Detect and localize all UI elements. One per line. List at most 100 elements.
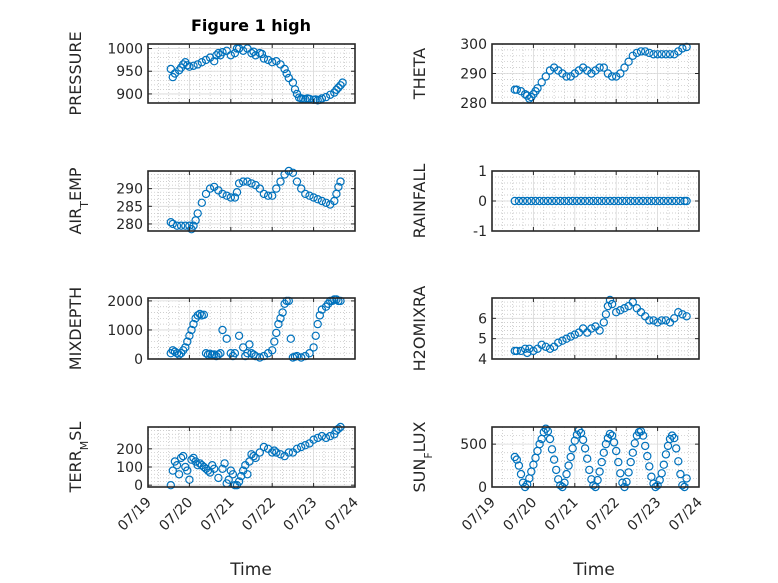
data-point <box>166 217 175 227</box>
data-point <box>547 445 557 454</box>
y-tick-label: 4 <box>478 352 487 368</box>
data-point <box>218 325 227 335</box>
data-point <box>624 57 633 66</box>
data-point <box>288 168 298 177</box>
data-point <box>336 81 345 90</box>
y-tick-label: 2000 <box>107 294 143 310</box>
data-point <box>607 299 617 309</box>
axes-box <box>147 297 356 360</box>
y-tick-label: 100 <box>116 460 143 476</box>
y-tick-label: 1000 <box>107 323 143 339</box>
data-point <box>585 465 594 475</box>
data-point <box>305 191 314 200</box>
data-point <box>278 308 287 317</box>
data-point <box>199 310 209 319</box>
data-point <box>599 318 609 327</box>
data-point <box>317 94 327 103</box>
data-point <box>234 477 244 486</box>
data-point <box>272 328 281 338</box>
data-point <box>560 196 569 206</box>
data-point <box>614 457 623 467</box>
data-point <box>514 196 524 206</box>
data-point <box>255 448 264 457</box>
data-point <box>276 60 285 69</box>
data-point <box>268 448 277 457</box>
data-point <box>220 459 229 468</box>
data-point <box>297 442 306 452</box>
y-tick-label: 500 <box>460 437 487 453</box>
figure-title: Figure 1 high <box>191 16 311 35</box>
data-point <box>612 308 621 317</box>
data-point <box>193 311 202 320</box>
data-point <box>181 221 190 230</box>
data-point <box>297 353 306 362</box>
data-point <box>601 196 611 206</box>
data-point <box>178 451 188 461</box>
data-point <box>309 193 318 202</box>
data-point <box>552 196 561 206</box>
data-point <box>263 55 273 65</box>
data-point <box>572 196 582 206</box>
data-point <box>564 196 573 206</box>
data-point <box>286 334 295 343</box>
data-point <box>568 196 577 206</box>
data-point <box>599 63 609 72</box>
data-point <box>313 433 322 443</box>
data-point <box>589 481 598 490</box>
data-point <box>570 330 580 339</box>
data-point <box>272 184 281 193</box>
subplot-theta: 280 290 300 THETA <box>410 37 700 112</box>
data-point <box>520 344 530 353</box>
data-point <box>601 310 611 319</box>
data-point <box>290 85 300 94</box>
data-point <box>572 430 582 439</box>
data-point <box>659 196 669 206</box>
data-point <box>630 439 640 448</box>
data-point <box>626 196 635 206</box>
data-point <box>616 469 625 478</box>
data-series <box>510 42 691 103</box>
data-point <box>628 448 638 457</box>
data-point <box>562 334 571 343</box>
axes-box <box>491 297 700 360</box>
data-point <box>166 481 175 490</box>
data-series <box>166 422 345 490</box>
data-point <box>655 196 664 206</box>
data-point <box>568 444 577 453</box>
data-point <box>334 182 343 192</box>
axes-box <box>491 426 700 488</box>
data-point <box>332 295 341 304</box>
data-point <box>566 452 575 462</box>
data-point <box>562 469 571 479</box>
data-point <box>587 475 596 484</box>
data-point <box>176 453 186 463</box>
data-point <box>558 336 567 345</box>
data-point <box>552 465 561 475</box>
y-tick-label: 900 <box>116 87 143 103</box>
data-point <box>607 72 617 81</box>
data-point <box>209 464 219 473</box>
data-point <box>334 83 343 92</box>
data-point <box>181 343 190 352</box>
data-series <box>510 424 691 492</box>
data-point <box>512 346 522 356</box>
data-point <box>667 431 677 440</box>
data-point <box>539 196 549 206</box>
data-point <box>682 196 691 206</box>
data-point <box>645 462 654 471</box>
data-point <box>183 61 192 70</box>
data-point <box>678 44 687 53</box>
data-point <box>512 85 522 94</box>
data-point <box>218 48 227 57</box>
data-point <box>247 48 256 58</box>
data-point <box>189 61 198 71</box>
subplot-rainfall: -1 0 1 RAINFALL <box>410 164 700 240</box>
data-point <box>218 464 227 473</box>
data-point <box>313 194 322 204</box>
data-point <box>597 196 606 206</box>
y-tick-label: 300 <box>460 37 487 53</box>
data-point <box>334 424 343 433</box>
data-point <box>301 441 310 450</box>
data-point <box>653 481 662 490</box>
